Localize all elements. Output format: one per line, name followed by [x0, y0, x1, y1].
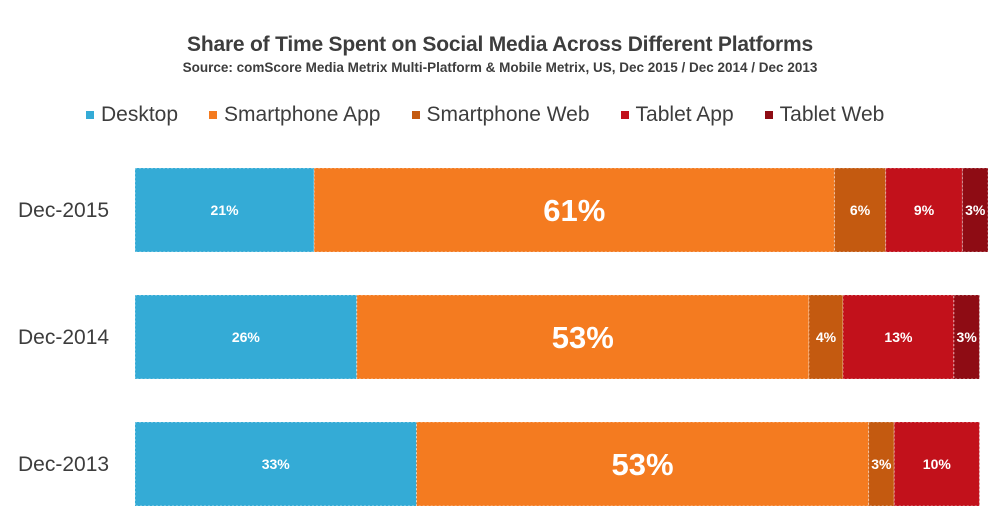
data-label: 3% — [965, 202, 986, 218]
bar-segment-smartphone-app — [415, 421, 870, 507]
bar-segment-tablet-web — [961, 167, 989, 253]
legend-swatch-desktop — [86, 111, 94, 119]
category-label: Dec-2014 — [18, 326, 109, 349]
chart-subtitle: Source: comScore Media Metrix Multi-Plat… — [182, 60, 818, 75]
legend-label: Desktop — [101, 103, 179, 126]
legend-item-smartphone-app: Smartphone App — [209, 103, 381, 127]
data-label: 61% — [543, 193, 605, 228]
legend-item-tablet-web: Tablet Web — [764, 103, 885, 127]
legend-label: Tablet App — [635, 103, 734, 126]
data-label: 4% — [816, 329, 837, 345]
data-label: 33% — [262, 456, 291, 472]
legend-swatch-smartphone-app — [209, 111, 218, 119]
data-label: 21% — [211, 202, 240, 218]
bar-segment-tablet-web — [953, 294, 980, 380]
legend-label: Tablet Web — [779, 103, 885, 126]
chart-title: Share of Time Spent on Social Media Acro… — [187, 33, 813, 56]
data-label: 13% — [884, 329, 913, 345]
data-label: 53% — [612, 447, 674, 482]
bar-segment-smartphone-app — [313, 167, 835, 253]
legend: Desktop Smartphone App Smartphone Web Ta… — [86, 101, 915, 129]
bar-segment-desktop — [134, 294, 358, 380]
data-label: 26% — [232, 329, 261, 345]
category-label: Dec-2013 — [18, 453, 109, 476]
bar-segment-tablet-app — [893, 421, 980, 507]
legend-label: Smartphone App — [224, 103, 381, 126]
data-label: 6% — [850, 202, 871, 218]
legend-swatch-tablet-app — [620, 111, 629, 119]
legend-label: Smartphone Web — [426, 103, 590, 126]
data-label: 3% — [871, 456, 892, 472]
bar-segment-desktop — [134, 421, 417, 507]
data-label: 3% — [957, 329, 978, 345]
bar-segment-tablet-app — [885, 167, 963, 253]
bar-segment-smartphone-web — [833, 167, 887, 253]
data-label: 53% — [552, 320, 614, 355]
data-label: 9% — [914, 202, 935, 218]
data-label: 10% — [923, 456, 952, 472]
legend-swatch-tablet-web — [764, 111, 773, 119]
legend-item-tablet-app: Tablet App — [620, 103, 734, 127]
bar-segment-desktop — [134, 167, 315, 253]
category-label: Dec-2015 — [18, 199, 109, 222]
legend-item-desktop: Desktop — [86, 103, 178, 127]
bar-segment-smartphone-app — [356, 294, 810, 380]
legend-item-smartphone-web: Smartphone Web — [411, 103, 590, 127]
bar-segment-smartphone-web — [868, 421, 895, 507]
legend-swatch-smartphone-web — [411, 111, 420, 119]
